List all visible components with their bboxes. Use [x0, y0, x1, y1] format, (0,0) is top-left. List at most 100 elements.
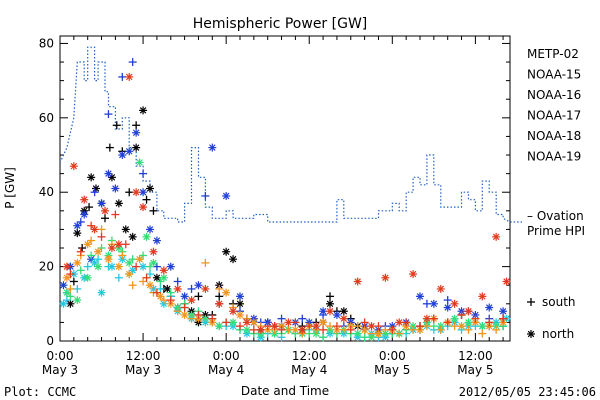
- ovation-legend-line2: Prime HPI: [527, 224, 585, 238]
- data-point-north: [222, 288, 231, 297]
- y-tick-label: 0: [46, 334, 54, 348]
- data-point-north: [152, 273, 161, 282]
- data-point-south: [180, 303, 189, 312]
- data-point-south: [291, 318, 300, 327]
- data-point-north: [146, 184, 154, 193]
- data-point-south: [298, 314, 307, 323]
- data-point-south: [149, 206, 158, 215]
- data-point-north: [229, 318, 238, 327]
- data-point-south: [422, 322, 431, 331]
- data-point-north: [121, 225, 130, 234]
- data-point-north: [114, 262, 123, 271]
- data-point-south: [305, 322, 314, 331]
- x-axis-label: Date and Time: [241, 384, 329, 398]
- data-point-south: [422, 299, 431, 308]
- data-point-north: [502, 277, 511, 286]
- data-point-north: [114, 240, 123, 249]
- data-point-south: [353, 322, 362, 331]
- data-point-north: [149, 247, 158, 256]
- data-point-north: [229, 307, 238, 316]
- x-tick-date: May 5: [374, 363, 410, 377]
- data-point-south: [128, 255, 137, 264]
- data-point-north: [101, 206, 109, 215]
- data-point-south: [139, 251, 148, 260]
- data-point-north: [132, 188, 141, 197]
- data-point-south: [429, 322, 438, 331]
- data-point-north: [139, 262, 148, 271]
- data-point-south: [360, 318, 369, 327]
- y-tick-label: 40: [39, 185, 54, 199]
- data-point-north: [319, 318, 328, 327]
- data-point-south: [87, 221, 96, 230]
- data-point-north: [367, 322, 376, 331]
- data-point-north: [464, 318, 473, 327]
- data-point-north: [125, 270, 134, 279]
- data-point-south: [159, 296, 168, 305]
- data-point-north: [236, 299, 244, 308]
- data-point-south: [319, 310, 328, 319]
- data-point-north: [87, 173, 96, 182]
- y-axis: 0 20 40 60 80: [39, 36, 510, 348]
- data-point-south: [104, 262, 113, 271]
- data-point-north: [492, 232, 501, 241]
- data-point-south: [152, 288, 161, 297]
- data-point-south: [201, 258, 210, 267]
- data-point-south: [319, 325, 328, 334]
- data-point-south: [76, 217, 85, 226]
- data-point-north: [353, 329, 362, 338]
- data-point-north: [485, 303, 494, 312]
- data-point-north: [326, 299, 334, 308]
- data-point-north: [450, 299, 459, 308]
- data-point-north: [149, 258, 158, 267]
- data-point-south: [319, 333, 328, 342]
- data-point-north: [146, 281, 154, 290]
- data-point-south: [367, 329, 376, 338]
- data-point-south: [87, 236, 96, 245]
- data-point-south: [249, 325, 258, 334]
- data-point-north: [139, 203, 148, 212]
- data-point-south: [236, 322, 244, 331]
- data-point-south: [132, 262, 141, 271]
- data-point-south: [284, 325, 293, 334]
- data-point-south: [101, 214, 109, 223]
- symbol-legend-north: north: [542, 327, 574, 341]
- y-tick-label: 60: [39, 111, 54, 125]
- data-point-north: [66, 299, 75, 308]
- data-point-south: [194, 292, 203, 301]
- data-point-north: [201, 314, 210, 323]
- data-point-south: [128, 281, 137, 290]
- data-point-south: [97, 225, 106, 234]
- data-point-north: [114, 199, 123, 208]
- data-point-south: [69, 277, 78, 286]
- data-point-south: [97, 244, 106, 253]
- data-point-north: [80, 195, 89, 204]
- data-point-north: [132, 128, 141, 137]
- data-point-north: [291, 325, 300, 334]
- data-point-south: [326, 292, 334, 301]
- data-point-south: [215, 292, 224, 301]
- data-point-south: [83, 262, 92, 271]
- data-point-north: [83, 240, 92, 249]
- data-point-north: [73, 296, 82, 305]
- data-point-north: [187, 296, 196, 305]
- data-point-south: [78, 244, 87, 253]
- data-point-north: [111, 184, 120, 193]
- data-point-south: [208, 314, 217, 323]
- data-point-south: [527, 298, 535, 306]
- data-point-north: [90, 225, 99, 234]
- data-point-north: [443, 303, 452, 312]
- symbol-legend-south: south: [542, 295, 576, 309]
- x-tick-time: 0:00: [379, 349, 406, 363]
- data-point-north: [142, 232, 151, 241]
- data-point-north: [242, 325, 251, 334]
- data-point-north: [332, 310, 341, 319]
- data-point-north: [229, 255, 238, 264]
- data-point-north: [395, 318, 404, 327]
- data-point-north: [135, 158, 144, 167]
- data-point-north: [73, 258, 82, 267]
- data-point-north: [360, 325, 369, 334]
- data-point-south: [492, 325, 501, 334]
- data-point-north: [215, 322, 224, 331]
- data-point-south: [152, 262, 161, 271]
- x-tick-time: 12:00: [458, 349, 493, 363]
